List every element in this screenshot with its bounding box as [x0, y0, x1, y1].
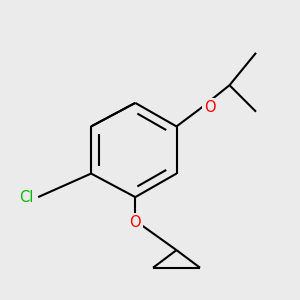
Text: O: O [130, 214, 141, 230]
Text: Cl: Cl [19, 190, 34, 205]
Text: O: O [205, 100, 216, 115]
